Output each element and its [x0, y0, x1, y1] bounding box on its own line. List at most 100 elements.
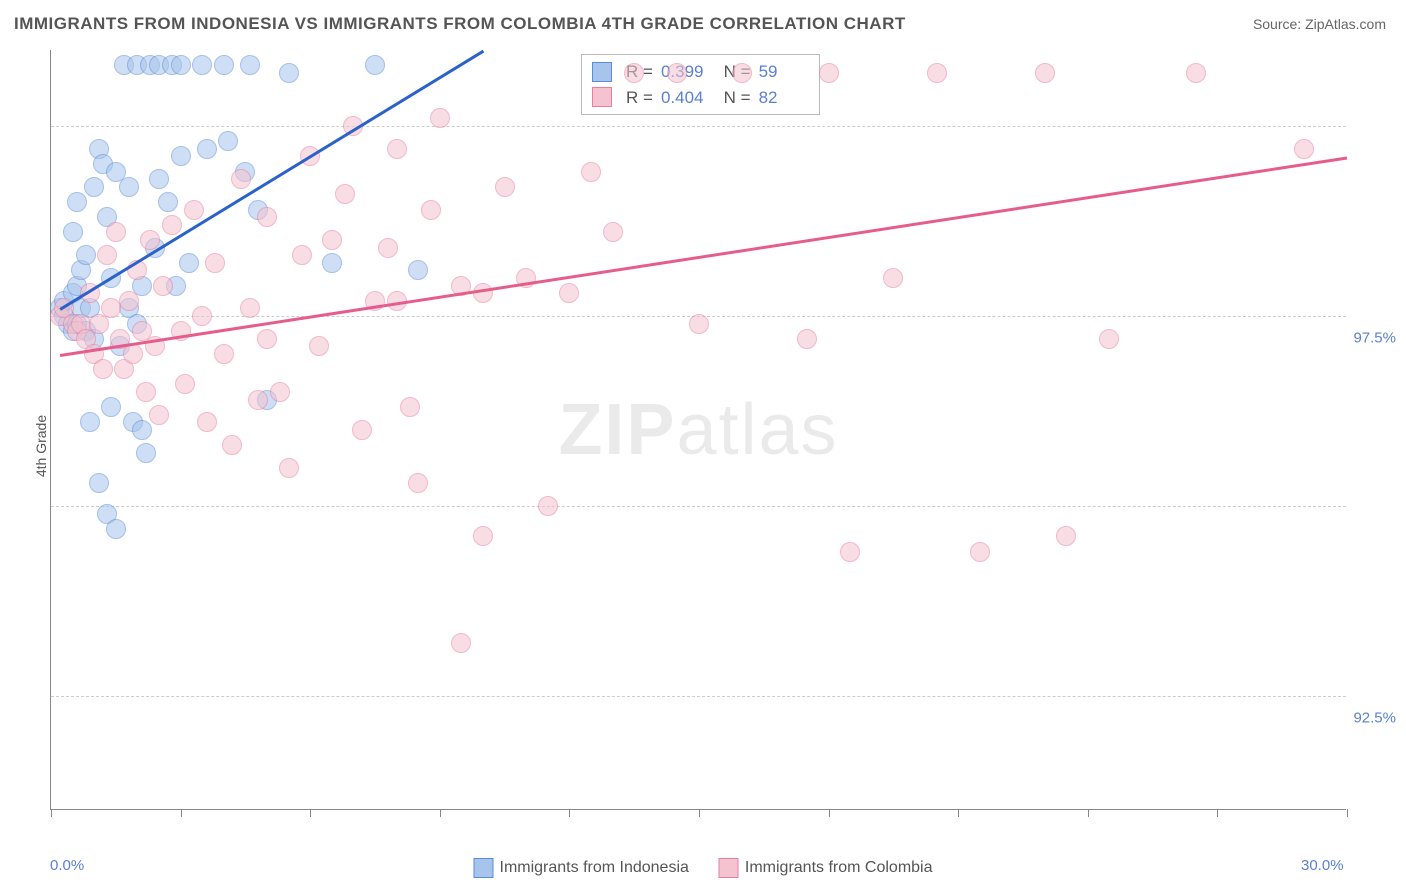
data-point-indonesia [158, 192, 178, 212]
data-point-colombia [559, 283, 579, 303]
legend-swatch-icon [719, 858, 739, 878]
data-point-colombia [495, 177, 515, 197]
data-point-colombia [603, 222, 623, 242]
data-point-indonesia [67, 192, 87, 212]
watermark: ZIPatlas [558, 389, 838, 471]
data-point-colombia [279, 458, 299, 478]
data-point-indonesia [106, 519, 126, 539]
data-point-colombia [473, 526, 493, 546]
source-label: Source: ZipAtlas.com [1253, 16, 1386, 32]
data-point-indonesia [149, 169, 169, 189]
data-point-colombia [192, 306, 212, 326]
data-point-indonesia [76, 245, 96, 265]
data-point-indonesia [218, 131, 238, 151]
gridline [51, 126, 1346, 127]
data-point-colombia [970, 542, 990, 562]
x-tick [181, 809, 182, 817]
data-point-colombia [292, 245, 312, 265]
x-tick [1347, 809, 1348, 817]
x-tick [569, 809, 570, 817]
x-tick [51, 809, 52, 817]
data-point-indonesia [171, 55, 191, 75]
data-point-colombia [214, 344, 234, 364]
x-tick [958, 809, 959, 817]
data-point-colombia [451, 633, 471, 653]
data-point-colombia [322, 230, 342, 250]
x-tick [829, 809, 830, 817]
data-point-colombia [197, 412, 217, 432]
data-point-indonesia [408, 260, 428, 280]
data-point-colombia [136, 382, 156, 402]
data-point-indonesia [119, 177, 139, 197]
data-point-colombia [119, 291, 139, 311]
x-tick [1088, 809, 1089, 817]
data-point-colombia [309, 336, 329, 356]
data-point-indonesia [63, 222, 83, 242]
data-point-colombia [400, 397, 420, 417]
gridline [51, 506, 1346, 507]
data-point-colombia [378, 238, 398, 258]
data-point-colombia [335, 184, 355, 204]
data-point-indonesia [192, 55, 212, 75]
data-point-colombia [883, 268, 903, 288]
data-point-colombia [1294, 139, 1314, 159]
data-point-colombia [797, 329, 817, 349]
bottom-legend: Immigrants from Indonesia Immigrants from… [473, 858, 932, 878]
stat-n-value: 59 [759, 59, 809, 85]
data-point-colombia [581, 162, 601, 182]
x-tick-label: 0.0% [50, 857, 84, 874]
data-point-indonesia [80, 412, 100, 432]
data-point-colombia [387, 139, 407, 159]
stat-n-label: N = [719, 85, 751, 111]
chart-title: IMMIGRANTS FROM INDONESIA VS IMMIGRANTS … [14, 14, 906, 34]
data-point-colombia [231, 169, 251, 189]
data-point-colombia [175, 374, 195, 394]
y-axis-label: 4th Grade [33, 415, 49, 477]
stat-legend: R = 0.399 N = 59R = 0.404 N = 82 [581, 54, 820, 115]
data-point-indonesia [84, 177, 104, 197]
data-point-colombia [352, 420, 372, 440]
x-tick [440, 809, 441, 817]
data-point-colombia [473, 283, 493, 303]
x-tick [1217, 809, 1218, 817]
legend-label: Immigrants from Colombia [745, 859, 933, 876]
data-point-colombia [97, 245, 117, 265]
data-point-indonesia [101, 397, 121, 417]
scatter-plot: ZIPatlas R = 0.399 N = 59R = 0.404 N = 8… [50, 50, 1346, 810]
data-point-colombia [123, 344, 143, 364]
data-point-indonesia [214, 55, 234, 75]
data-point-colombia [1099, 329, 1119, 349]
data-point-colombia [840, 542, 860, 562]
legend-item-indonesia: Immigrants from Indonesia [473, 858, 688, 878]
data-point-colombia [421, 200, 441, 220]
data-point-colombia [153, 276, 173, 296]
data-point-colombia [93, 359, 113, 379]
data-point-indonesia [171, 146, 191, 166]
watermark-bold: ZIP [558, 390, 676, 470]
data-point-indonesia [132, 420, 152, 440]
data-point-colombia [257, 207, 277, 227]
data-point-colombia [106, 222, 126, 242]
data-point-indonesia [179, 253, 199, 273]
legend-swatch-icon [592, 87, 612, 107]
stat-n-value: 82 [759, 85, 809, 111]
data-point-colombia [732, 63, 752, 83]
legend-label: Immigrants from Indonesia [499, 859, 688, 876]
stat-legend-row-colombia: R = 0.404 N = 82 [592, 85, 809, 111]
x-tick [310, 809, 311, 817]
data-point-colombia [205, 253, 225, 273]
data-point-colombia [667, 63, 687, 83]
data-point-indonesia [240, 55, 260, 75]
x-tick-label: 30.0% [1301, 857, 1344, 874]
data-point-colombia [184, 200, 204, 220]
watermark-light: atlas [676, 390, 838, 470]
data-point-colombia [222, 435, 242, 455]
data-point-colombia [1035, 63, 1055, 83]
data-point-colombia [927, 63, 947, 83]
data-point-colombia [689, 314, 709, 334]
data-point-colombia [1056, 526, 1076, 546]
legend-swatch-icon [473, 858, 493, 878]
data-point-colombia [819, 63, 839, 83]
data-point-colombia [162, 215, 182, 235]
data-point-indonesia [279, 63, 299, 83]
